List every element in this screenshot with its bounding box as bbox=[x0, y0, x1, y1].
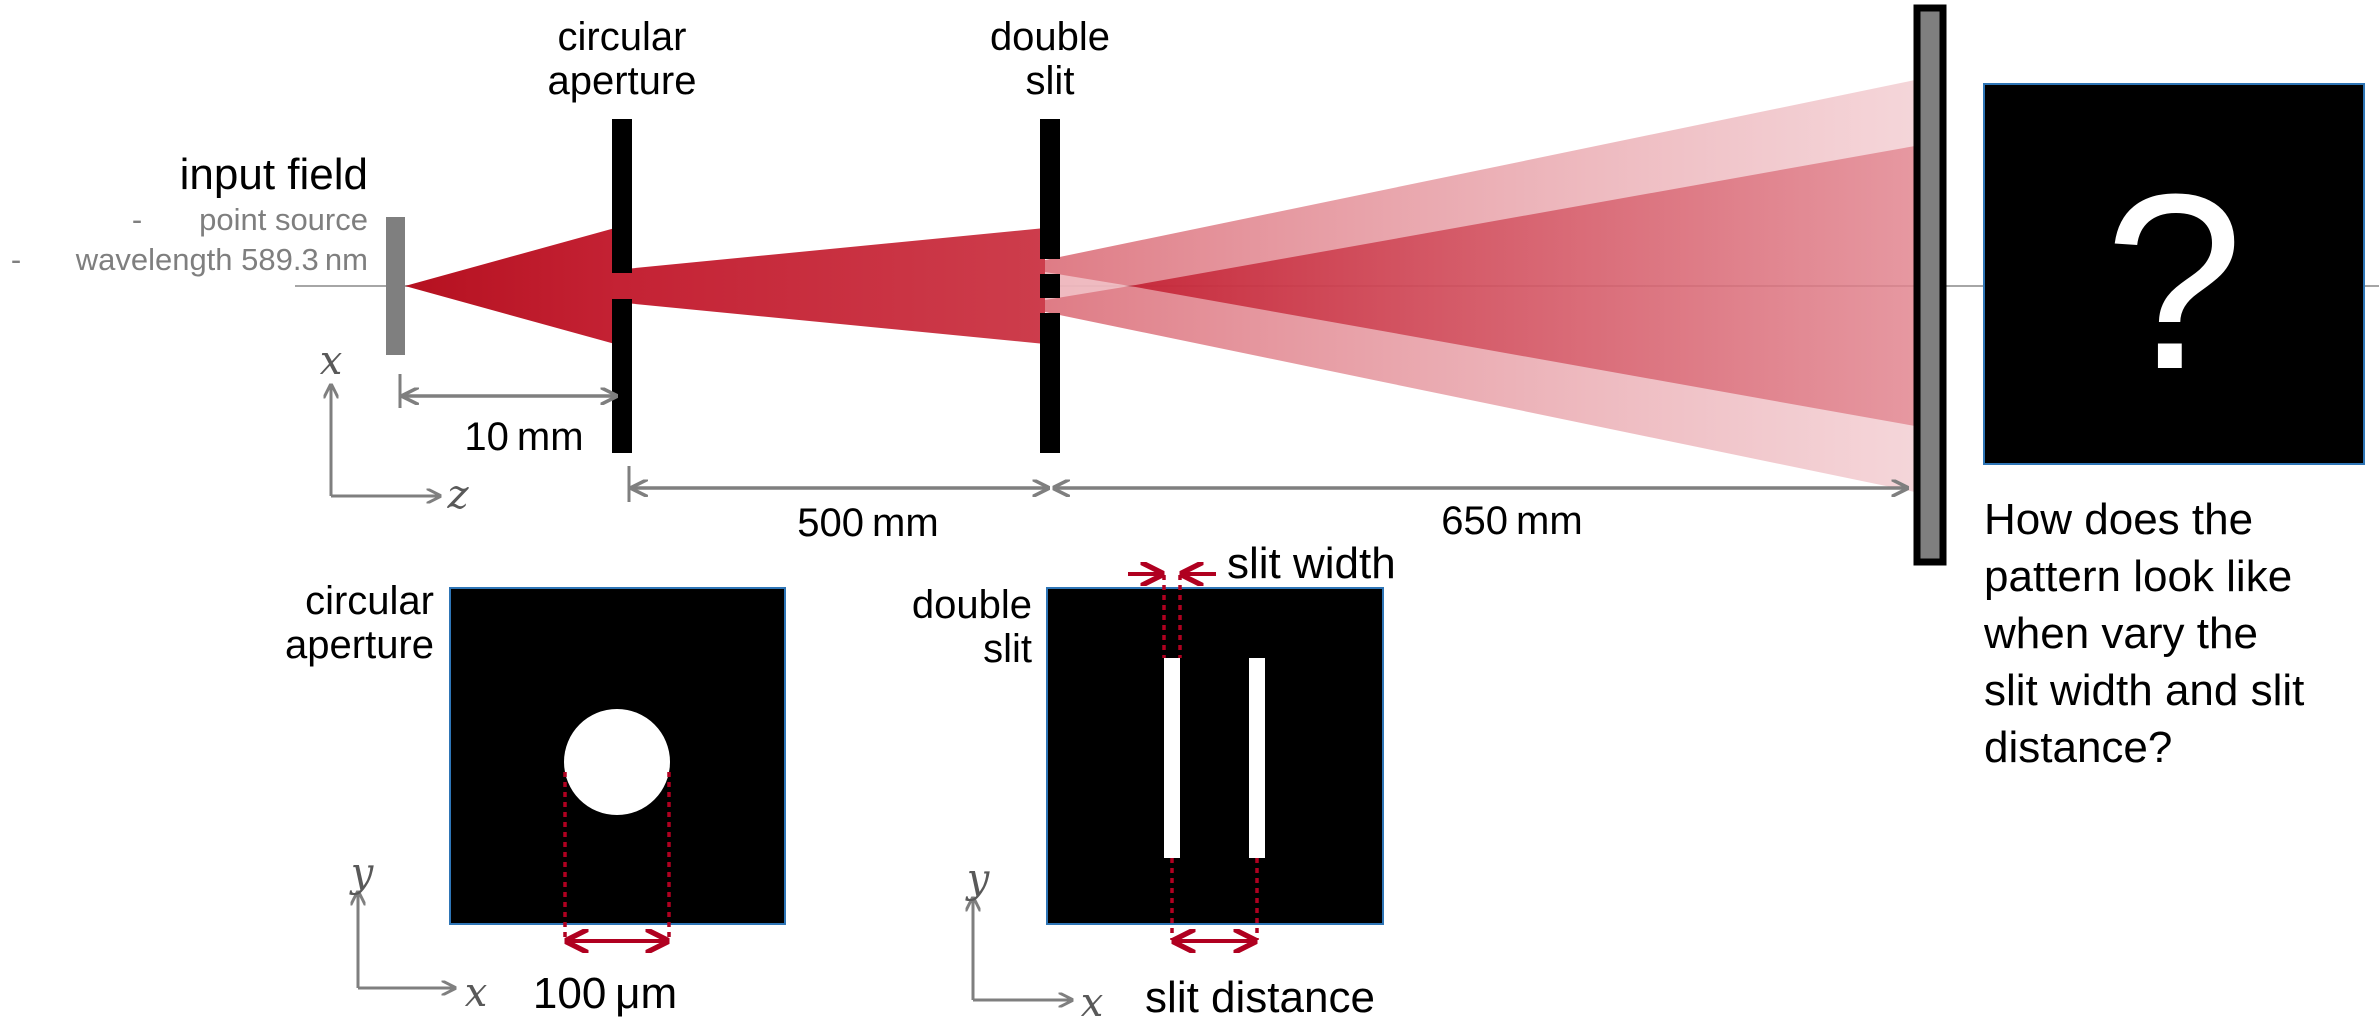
question-line1: How does the bbox=[1984, 495, 2253, 544]
slit-right bbox=[1249, 658, 1265, 858]
input-field-bullet1-dash: - bbox=[132, 202, 142, 237]
slit-width-label: slit width bbox=[1227, 539, 1396, 588]
dist-slit-to-screen: 650 mm bbox=[1441, 499, 1582, 543]
slit-panel-label2: slit bbox=[983, 627, 1032, 671]
input-field-plane bbox=[386, 217, 405, 355]
slit-plate-upper bbox=[1040, 119, 1060, 259]
slit-panel bbox=[1046, 587, 1384, 925]
aperture-label-line2: aperture bbox=[548, 59, 697, 103]
dist-source-to-aperture: 10 mm bbox=[464, 415, 583, 459]
axis-label-x-top: x bbox=[320, 338, 343, 384]
dist-aperture-to-slit: 500 mm bbox=[797, 501, 938, 545]
beam-aperture-to-slit bbox=[615, 228, 1045, 344]
axis-label-z: z bbox=[446, 472, 469, 518]
input-field-bullet2-dash: - bbox=[11, 242, 21, 277]
axis-label-x-aperture: x bbox=[465, 970, 488, 1016]
slit-plate-lower bbox=[1040, 313, 1060, 453]
slit-left bbox=[1164, 658, 1180, 858]
question-line3: when vary the bbox=[1983, 609, 2258, 658]
aperture-label-line1: circular bbox=[558, 15, 687, 59]
input-field-detail2: wavelength 589.3 nm bbox=[75, 242, 368, 277]
xz-axes bbox=[331, 385, 440, 496]
beam-crossing bbox=[1045, 272, 1130, 300]
aperture-plate-lower bbox=[612, 299, 632, 453]
input-field-detail1: point source bbox=[199, 202, 368, 237]
axis-label-y-aperture: y bbox=[349, 850, 375, 896]
question-line4: slit width and slit bbox=[1984, 666, 2304, 715]
detector-screen bbox=[1913, 4, 1947, 566]
aperture-plate-upper bbox=[612, 119, 632, 273]
question-line5: distance? bbox=[1984, 723, 2172, 772]
question-mark: ? bbox=[2104, 142, 2243, 421]
question-line2: pattern look like bbox=[1984, 552, 2292, 601]
slit-panel-label1: double bbox=[912, 583, 1032, 627]
slit-distance-label: slit distance bbox=[1145, 973, 1375, 1020]
beam-source-cone bbox=[405, 228, 615, 344]
xy-axes-slit bbox=[973, 898, 1072, 1000]
aperture-panel-label1: circular bbox=[305, 579, 434, 623]
aperture-diameter-label: 100 μm bbox=[533, 969, 677, 1018]
result-panel bbox=[1983, 83, 2365, 465]
input-field-title: input field bbox=[180, 150, 368, 199]
slit-label-line2: slit bbox=[1026, 59, 1075, 103]
slit-label-line1: double bbox=[990, 15, 1110, 59]
axis-label-y-slit: y bbox=[965, 856, 991, 902]
axis-label-x-slit: x bbox=[1081, 980, 1104, 1020]
beam-slit-inner bbox=[1130, 146, 1915, 426]
aperture-panel-label2: aperture bbox=[285, 623, 434, 667]
aperture-hole bbox=[564, 709, 670, 815]
xy-axes-aperture bbox=[358, 892, 455, 988]
slit-plate-middle bbox=[1040, 274, 1060, 298]
